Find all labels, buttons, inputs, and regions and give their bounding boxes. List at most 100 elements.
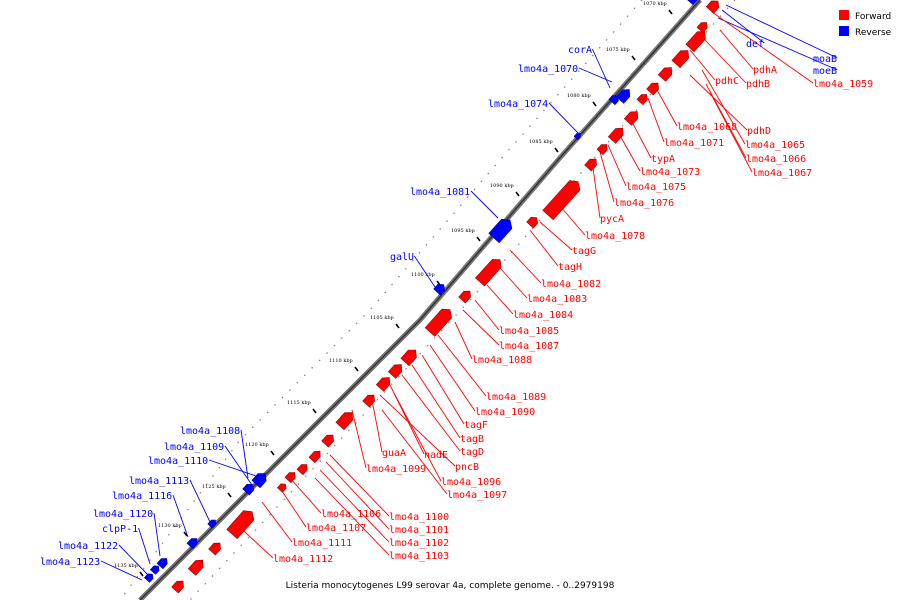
forward-gene-leader [261,501,293,543]
reverse-gene-leader [591,48,611,89]
forward-gene-leader [371,399,383,453]
forward-gene-label: lmo4a_1111 [292,538,352,549]
dotted-ring-inner [189,0,736,600]
forward-gene-label: lmo4a_1067 [752,168,812,179]
tick-label: 1085 kbp [529,139,553,145]
forward-gene-leader [559,205,586,236]
forward-gene-arrow [685,31,706,53]
forward-gene-leader [647,97,665,143]
forward-gene-label: lmo4a_1103 [389,551,449,562]
forward-gene-label: lmo4a_1073 [640,167,700,178]
forward-gene-leader [709,91,753,173]
reverse-gene-label: galU [390,252,414,263]
forward-gene-leader [689,49,716,81]
forward-gene-leader [711,11,814,84]
tick-label: 1100 kbp [411,272,435,278]
reverse-gene-label: lmo4a_1081 [410,187,470,198]
tick-mark [139,571,144,577]
reverse-gene-leader [578,67,613,83]
reverse-gene-arrow [433,283,446,296]
tick-label: 1135 kbp [114,563,138,569]
reverse-gene-label: clpP-1 [102,524,138,535]
forward-gene-label: pdhB [746,79,770,90]
forward-gene-label: lmo4a_1096 [441,477,501,488]
reverse-gene-leader [153,512,161,557]
tick-mark [515,191,520,197]
forward-gene-arrow [607,127,624,144]
forward-gene-arrow [375,377,391,392]
forward-gene-arrow [226,510,255,540]
forward-gene-leader [379,394,456,467]
forward-gene-label: lmo4a_1085 [499,326,559,337]
forward-gene-label: lmo4a_1099 [366,464,426,475]
tick-mark [476,236,481,242]
forward-gene-label: tagB [460,434,484,445]
forward-gene-leader [325,461,390,530]
forward-gene-leader [701,69,746,145]
forward-gene-label: lmo4a_1076 [614,198,674,209]
forward-gene-arrow [596,144,608,156]
forward-gene-label: lmo4a_1090 [475,407,535,418]
forward-gene-arrow [542,180,581,221]
forward-gene-leader [421,354,465,425]
legend-forward-swatch [839,10,849,20]
tick-label: 1080 kbp [567,93,591,99]
forward-gene-leader [437,334,487,397]
reverse-gene-label: moeB [813,66,837,77]
reverse-gene-arrow [251,473,267,489]
forward-gene-label: lmo4a_1078 [585,231,645,242]
reverse-gene-arrow [488,218,513,244]
forward-gene-arrow [458,290,471,304]
forward-gene-leader [689,74,748,131]
forward-gene-label: lmo4a_1102 [389,538,449,549]
forward-gene-leader [351,409,367,469]
reverse-gene-leader [414,255,438,291]
tick-mark [227,492,232,498]
reverse-gene-arrow [149,565,160,575]
reverse-gene-label: lmo4a_1116 [112,491,172,502]
forward-gene-leader [592,167,601,219]
forward-gene-label: pycA [600,214,624,225]
tick-label: 1070 kbp [643,1,667,7]
forward-gene-arrow [696,22,708,34]
tick-label: 1095 kbp [451,228,475,234]
tick-label: 1130 kbp [158,523,182,529]
reverse-gene-label: corA [568,45,592,56]
reverse-gene-arrow [242,483,255,496]
reverse-gene-label: lmo4a_1120 [93,509,153,520]
legend-forward-label: Forward [855,12,891,22]
reverse-gene-arrow [687,0,698,6]
tick-mark [183,531,188,537]
tick-mark [668,9,673,15]
forward-gene-label: tagH [558,262,582,273]
reverse-gene-label: def [746,39,764,50]
forward-gene-label: lmo4a_1082 [541,279,601,290]
forward-gene-arrow [387,364,403,379]
forward-gene-arrow [296,464,308,476]
forward-gene-label: lmo4a_1084 [513,310,573,321]
forward-gene-label: pncB [455,462,479,473]
forward-gene-label: pdhA [753,65,777,76]
forward-gene-label: lmo4a_1059 [813,79,873,90]
forward-gene-leader [607,144,627,187]
forward-gene-leader [719,29,754,70]
forward-gene-arrow [475,259,502,287]
forward-gene-arrow [321,434,334,448]
forward-gene-leader [599,151,615,203]
forward-gene-leader [314,477,390,556]
forward-gene-arrow [187,559,204,576]
forward-gene-leader [289,477,322,514]
forward-gene-label: tagG [572,246,596,257]
forward-gene-leader [655,87,678,127]
forward-gene-leader [539,221,573,251]
reverse-gene-arrow [186,538,198,550]
genome-caption: Listeria monocytogenes L99 serovar 4a, c… [286,581,615,591]
forward-gene-label: pdhC [715,76,739,87]
forward-gene-label: lmo4a_1097 [447,490,507,501]
forward-gene-leader [529,229,559,267]
legend-reverse-label: Reverse [855,28,892,38]
reverse-gene-leader [725,4,838,59]
forward-gene-leader [401,374,461,452]
